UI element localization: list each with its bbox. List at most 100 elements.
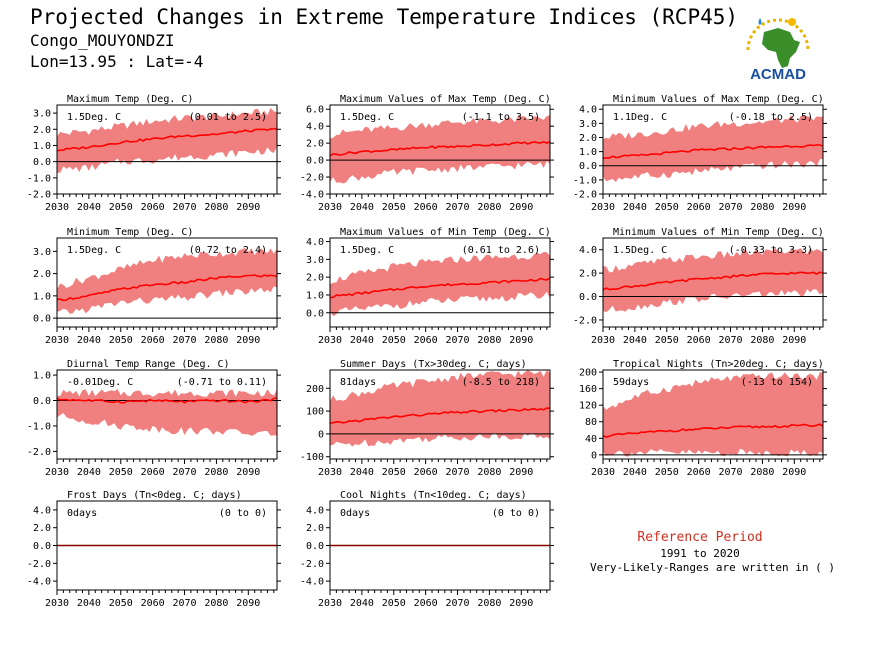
y-tick-label: 80 — [585, 417, 597, 428]
y-tick-label: 200 — [306, 384, 324, 395]
page-title: Projected Changes in Extreme Temperature… — [30, 5, 739, 29]
y-tick-label: 2.0 — [579, 133, 597, 144]
y-tick-label: 160 — [579, 384, 597, 395]
y-tick-label: -4.0 — [300, 190, 324, 201]
x-tick-label: 2040 — [623, 467, 647, 478]
x-tick-label: 2090 — [509, 335, 533, 346]
median-line — [57, 274, 278, 302]
x-tick-label: 2060 — [141, 335, 165, 346]
x-tick-label: 2080 — [750, 202, 774, 213]
chart-title: Minimum Values of Max Temp (Deg. C) — [613, 94, 824, 105]
likely-range-label: (-0.18 to 2.5) — [729, 112, 813, 123]
y-tick-label: -2.0 — [573, 315, 597, 326]
uncertainty-band — [330, 251, 550, 317]
uncertainty-band — [57, 107, 277, 173]
chart-panel-11: -4.0 -2.0 0.0 2.0 4.0 2030 2040 2050 2060 2070 208… — [300, 490, 554, 609]
mean-change-label: 59days — [613, 377, 649, 388]
x-tick-label: 2040 — [350, 202, 374, 213]
y-tick-label: -4.0 — [27, 577, 51, 588]
x-tick-label: 2030 — [318, 202, 342, 213]
uncertainty-band — [330, 370, 550, 447]
x-tick-label: 2030 — [318, 335, 342, 346]
y-tick-label: 0.0 — [306, 541, 324, 552]
x-tick-label: 2060 — [687, 467, 711, 478]
x-tick-label: 2090 — [509, 467, 533, 478]
x-tick-label: 2030 — [45, 467, 69, 478]
chart-panel-10: -4.0 -2.0 0.0 2.0 4.0 2030 2040 2050 2060 2070 208… — [27, 490, 281, 609]
chart-panel-6: -2.0 0.0 2.0 4.0 2030 2040 2050 2060 2070 2080 209… — [573, 227, 827, 346]
x-tick-label: 2050 — [109, 335, 133, 346]
header: Projected Changes in Extreme Temperature… — [30, 4, 738, 72]
y-tick-label: 0.0 — [33, 396, 51, 407]
mean-change-label: -0.01Deg. C — [67, 377, 133, 388]
reference-period: 1991 to 2020 — [660, 547, 740, 560]
coordinates-label: Lon=13.95 : Lat=-4 — [30, 52, 204, 71]
x-tick-label: 2070 — [172, 467, 196, 478]
plot-frame — [602, 237, 824, 328]
median-line — [602, 144, 824, 160]
chart-title: Tropical Nights (Tn>20deg. C; days) — [613, 359, 824, 370]
x-tick-label: 2090 — [509, 598, 533, 609]
uncertainty-band — [603, 248, 823, 313]
x-tick-label: 2040 — [77, 598, 101, 609]
y-tick-label: 1.0 — [33, 291, 51, 302]
x-tick-label: 2090 — [509, 202, 533, 213]
x-tick-label: 2060 — [141, 202, 165, 213]
x-tick-label: 2040 — [623, 335, 647, 346]
mean-change-label: 81days — [340, 377, 376, 388]
x-tick-label: 2050 — [109, 202, 133, 213]
likely-range-label: (0 to 0) — [492, 508, 540, 519]
x-tick-label: 2070 — [718, 467, 742, 478]
chart-panel-8: -100 0 100 200 2030 2040 2050 2060 2070 2080 2090 S… — [300, 359, 554, 478]
reference-note: Very-Likely-Ranges are written in ( ) — [590, 561, 836, 574]
likely-range-label: (0.01 to 2.5) — [189, 112, 267, 123]
x-tick-label: 2090 — [782, 467, 806, 478]
y-tick-label: 0 — [318, 429, 324, 440]
y-tick-label: 4.0 — [306, 505, 324, 516]
x-tick-label: 2050 — [382, 598, 406, 609]
y-tick-label: 4.0 — [33, 505, 51, 516]
plot-frame — [602, 369, 824, 460]
chart-title: Cool Nights (Tn<10deg. C; days) — [340, 490, 527, 501]
y-tick-label: 0.0 — [33, 541, 51, 552]
x-tick-label: 2030 — [591, 467, 615, 478]
chart-panel-9: 0 40 80 120 160 200 2030 2040 2050 2060 2070 2080 20… — [579, 359, 827, 478]
uncertainty-band — [603, 115, 823, 182]
x-tick-label: 2040 — [350, 598, 374, 609]
x-tick-label: 2040 — [350, 467, 374, 478]
x-tick-label: 2090 — [236, 202, 260, 213]
x-tick-label: 2040 — [77, 467, 101, 478]
y-tick-label: 4.0 — [579, 245, 597, 256]
chart-title: Maximum Values of Max Temp (Deg. C) — [340, 94, 551, 105]
y-tick-label: 40 — [585, 434, 597, 445]
y-tick-label: 3.0 — [306, 255, 324, 266]
x-tick-label: 2060 — [414, 598, 438, 609]
x-tick-label: 2080 — [477, 467, 501, 478]
x-tick-label: 2030 — [318, 467, 342, 478]
likely-range-label: (-0.71 to 0.11) — [177, 377, 267, 388]
y-tick-label: 4.0 — [306, 237, 324, 248]
y-tick-label: 2.0 — [306, 139, 324, 150]
chart-title: Maximum Values of Min Temp (Deg. C) — [340, 227, 551, 238]
chart-title: Diurnal Temp Range (Deg. C) — [67, 359, 230, 370]
likely-range-label: (-1.1 to 3.5) — [462, 112, 540, 123]
x-tick-label: 2030 — [591, 335, 615, 346]
y-tick-label: 1.0 — [579, 147, 597, 158]
plot-frame — [329, 237, 551, 328]
median-line — [602, 423, 824, 438]
y-tick-label: 1.0 — [306, 290, 324, 301]
median-line — [56, 397, 278, 404]
mean-change-label: 0days — [67, 508, 97, 519]
y-tick-label: 0.0 — [33, 314, 51, 325]
x-tick-label: 2030 — [45, 335, 69, 346]
median-line — [56, 127, 278, 152]
x-tick-label: 2080 — [477, 335, 501, 346]
x-tick-label: 2080 — [204, 202, 228, 213]
median-line — [329, 407, 551, 424]
plot-frame — [602, 104, 824, 195]
likely-range-label: (-0.33 to 3.3) — [729, 245, 813, 256]
y-tick-label: 1.0 — [33, 371, 51, 382]
y-tick-label: 3.0 — [33, 109, 51, 120]
y-tick-label: -2.0 — [573, 190, 597, 201]
